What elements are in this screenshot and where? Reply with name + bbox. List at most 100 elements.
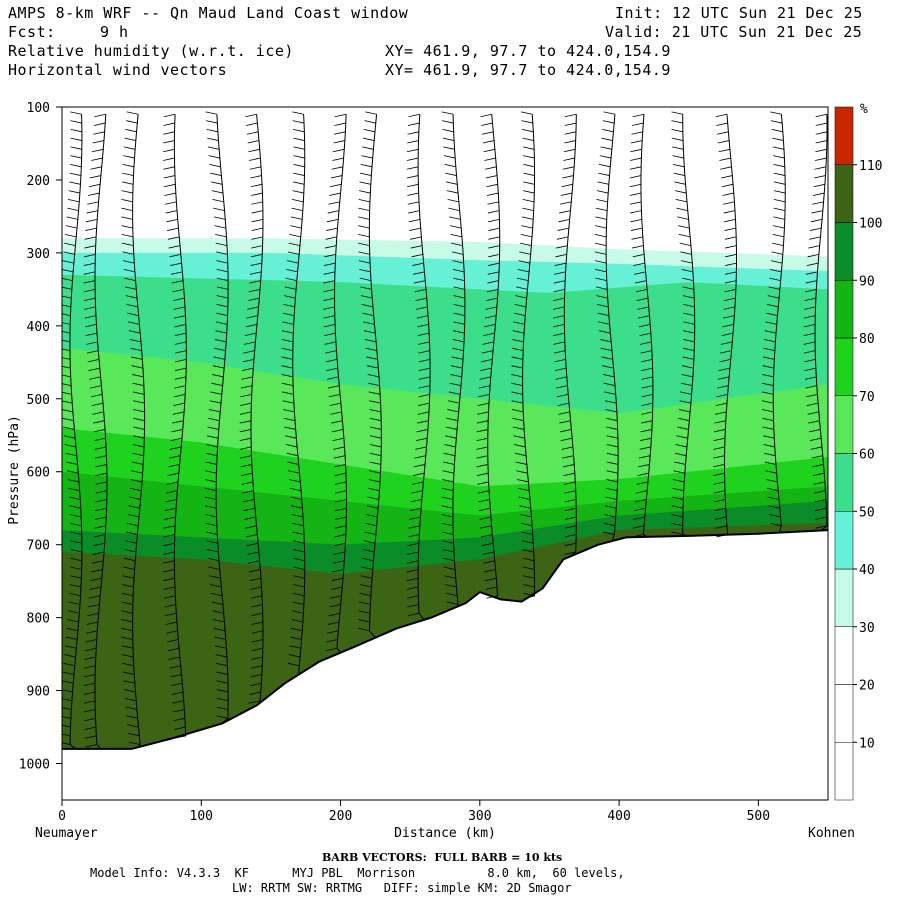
- wind-barb: [251, 227, 264, 231]
- wind-barb: [441, 487, 454, 492]
- wind-barb: [172, 411, 185, 415]
- wind-barb: [448, 391, 461, 395]
- wind-barb: [445, 584, 457, 588]
- wind-barb: [63, 662, 75, 667]
- wind-barb: [358, 198, 371, 203]
- wind-barb: [92, 140, 105, 144]
- wind-barb: [674, 190, 687, 194]
- wind-barb: [216, 269, 229, 273]
- wind-barb: [812, 464, 824, 468]
- wind-barb: [163, 113, 176, 118]
- colorbar-swatch: [834, 626, 854, 685]
- wind-barb: [281, 339, 294, 343]
- valid-time: Valid: 21 UTC Sun 21 Dec 25: [605, 23, 863, 41]
- wind-barb: [250, 183, 263, 188]
- wind-barb: [810, 446, 823, 450]
- wind-barb: [174, 315, 186, 319]
- wind-barb: [326, 630, 339, 634]
- wind-barb: [679, 400, 691, 404]
- wind-barb: [406, 175, 419, 179]
- y-tick-label: 200: [27, 174, 50, 189]
- wind-barb: [242, 490, 254, 494]
- wind-barb: [815, 148, 827, 153]
- wind-barb: [683, 321, 695, 325]
- wind-barb: [369, 444, 382, 448]
- wind-barb: [764, 330, 777, 334]
- wind-barb: [714, 429, 726, 433]
- wind-barb: [447, 409, 459, 413]
- wind-barb: [284, 295, 296, 299]
- wind-barb: [205, 452, 218, 457]
- wind-barb: [167, 472, 179, 477]
- wind-barb: [715, 113, 728, 118]
- wind-barb: [359, 601, 371, 605]
- wind-barb: [169, 665, 181, 669]
- wind-profile: [323, 113, 348, 653]
- wind-barb: [287, 662, 300, 667]
- wind-barb: [68, 487, 80, 492]
- wind-barb: [411, 490, 423, 494]
- wind-barb: [216, 295, 229, 299]
- wind-barb: [564, 551, 576, 555]
- wind-barb: [480, 359, 493, 363]
- wind-barb: [247, 306, 259, 310]
- wind-barb: [408, 218, 421, 223]
- wind-barb: [247, 140, 260, 144]
- wind-barb: [239, 420, 252, 424]
- wind-barb: [406, 595, 419, 599]
- wind-barb: [86, 621, 99, 625]
- wind-staff: [94, 114, 108, 750]
- wind-barb: [409, 227, 421, 231]
- wind-barb: [409, 236, 422, 240]
- wind-barb: [564, 131, 577, 135]
- wind-staff: [605, 114, 619, 542]
- colorbar-label: 40: [859, 563, 875, 578]
- wind-barb: [671, 137, 684, 141]
- wind-barb: [213, 356, 225, 360]
- wind-barb: [132, 435, 145, 439]
- wind-barb: [128, 330, 141, 334]
- wind-barb: [452, 347, 464, 352]
- wind-barb: [452, 260, 464, 264]
- wind-barb: [630, 218, 642, 223]
- wind-barb: [129, 487, 142, 492]
- wind-barb: [90, 394, 103, 398]
- wind-barb: [62, 733, 71, 737]
- wind-barb: [553, 323, 565, 328]
- colorbar-label: 10: [859, 736, 875, 751]
- wind-barb: [65, 225, 78, 229]
- wind-barb: [677, 426, 689, 430]
- wind-barb: [69, 505, 81, 509]
- wind-barb: [720, 350, 732, 354]
- wind-barb: [714, 420, 726, 424]
- wind-barb: [122, 575, 135, 579]
- wind-barb: [123, 155, 135, 159]
- wind-barb: [363, 128, 376, 133]
- wind-barb: [204, 479, 217, 483]
- wind-barb: [768, 505, 780, 509]
- wind-barb: [124, 277, 136, 282]
- wind-barb: [723, 306, 736, 310]
- wind-barb: [332, 560, 345, 564]
- wind-barb: [417, 323, 429, 328]
- wind-barb: [641, 376, 653, 380]
- wind-barb: [562, 175, 574, 179]
- wind-barb: [242, 499, 255, 503]
- wind-barb: [641, 402, 653, 407]
- wind-barb: [480, 525, 492, 529]
- wind-barb: [486, 192, 499, 196]
- wind-barb: [65, 452, 77, 457]
- wind-barb: [806, 394, 818, 398]
- wind-barb: [285, 435, 297, 439]
- wind-barb: [171, 271, 183, 275]
- wind-barb: [62, 269, 74, 273]
- colorbar-label: 110: [859, 159, 882, 174]
- wind-barb: [773, 155, 785, 159]
- colorbar-label: 100: [859, 217, 882, 232]
- wind-profile: [239, 113, 264, 706]
- wind-barb: [70, 120, 82, 124]
- wind-barb: [486, 183, 498, 188]
- wind-barb: [85, 735, 97, 739]
- wind-barb: [598, 172, 610, 176]
- wind-barb: [88, 604, 100, 608]
